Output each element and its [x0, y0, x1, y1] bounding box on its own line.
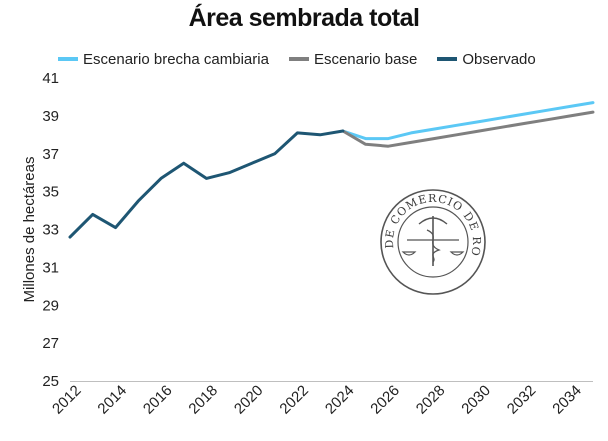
x-tick-label: 2034: [549, 382, 585, 418]
legend-label: Escenario brecha cambiaria: [83, 50, 269, 68]
x-tick-label: 2024: [322, 382, 358, 418]
legend-swatch: [58, 57, 78, 61]
legend-label: Observado: [462, 50, 536, 68]
legend-swatch: [288, 57, 309, 61]
x-tick-label: 2018: [185, 382, 221, 418]
series-line-observado: [68, 129, 345, 239]
chart-title: Área sembrada total: [188, 4, 420, 32]
x-tick-label: 2030: [458, 382, 494, 418]
legend: Escenario brecha cambiaria Escenario base…: [58, 48, 556, 70]
seal-logo: BOLSA DE COMERCIO DE ROSARIO: [0, 0, 486, 295]
y-tick-label: 35: [42, 184, 59, 201]
y-tick-label: 27: [42, 335, 59, 352]
scales-left-pan: [401, 251, 417, 256]
x-tick-label: 2022: [276, 382, 312, 418]
x-tick-label: 2016: [140, 382, 176, 418]
x-tick-label: 2028: [413, 382, 449, 418]
x-tick-label: 2032: [504, 382, 540, 418]
x-tick-label: 2026: [367, 382, 403, 418]
y-tick-label: 25: [42, 373, 59, 390]
series-line-escenario-base: [341, 110, 595, 148]
seal-outer-ring: [380, 189, 486, 295]
y-tick-label: 37: [42, 146, 59, 163]
legend-item: Escenario base: [288, 50, 418, 68]
y-axis-label: Millones de hectáreas: [21, 157, 38, 303]
seal-inner-ring: [397, 206, 469, 278]
y-tick-label: 41: [42, 70, 59, 87]
y-tick-label: 39: [42, 108, 59, 125]
legend-label: Escenario base: [313, 50, 418, 68]
legend-item: Escenario brecha cambiaria: [58, 51, 269, 68]
x-tick-label: 2020: [231, 382, 267, 418]
series-line-escenario-brecha-cambiaria: [341, 101, 595, 141]
caduceus-serpent: [426, 229, 441, 263]
scales-right-pan: [449, 251, 465, 256]
legend-item: Observado: [437, 50, 536, 68]
y-tick-label: 29: [42, 297, 59, 314]
seal-text: BOLSA DE COMERCIO DE ROSARIO: [0, 0, 483, 258]
legend-swatch: [437, 57, 458, 61]
y-tick-label: 31: [42, 259, 59, 276]
x-tick-label: 2014: [94, 382, 130, 418]
y-tick-label: 33: [42, 222, 59, 239]
caduceus-wings: [418, 217, 448, 225]
